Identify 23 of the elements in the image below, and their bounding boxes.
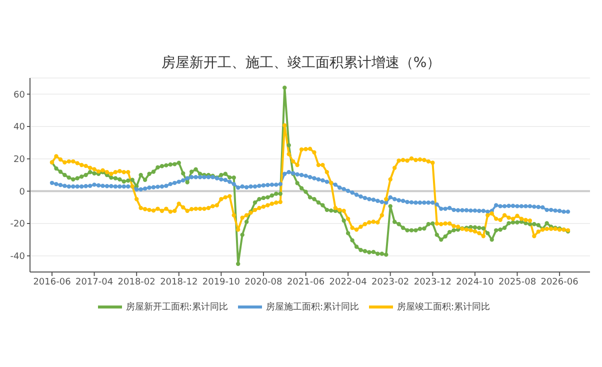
y-tick-label: 60 [14, 90, 26, 100]
x-tick-label: 2019-10 [202, 277, 240, 288]
y-tick-label: -40 [10, 252, 26, 262]
x-tick-label: 2026-06 [540, 277, 579, 288]
legend-label: 房屋新开工面积:累计同比 [126, 302, 228, 312]
y-tick-label: 40 [14, 122, 26, 133]
y-tick-label: 20 [14, 155, 26, 166]
x-tick-label: 2017-04 [75, 277, 114, 288]
y-tick-label: 0 [19, 187, 26, 198]
x-tick-label: 2020-08 [244, 277, 283, 288]
chart-title: 房屋新开工、施工、竣工面积累计增速（%） [160, 54, 442, 72]
y-tick-label: -20 [10, 220, 26, 230]
x-tick-label: 2022-04 [329, 277, 368, 288]
x-tick-label: 2018-12 [160, 277, 198, 288]
x-tick-label: 2016-06 [33, 277, 72, 288]
legend-label: 房屋施工面积:累计同比 [266, 302, 360, 312]
x-tick-label: 2021-06 [286, 277, 325, 288]
x-tick-label: 2024-10 [456, 277, 494, 288]
legend-label: 房屋竣工面积:累计同比 [397, 302, 490, 312]
x-tick-label: 2023-02 [372, 277, 410, 288]
x-tick-label: 2018-02 [118, 277, 156, 288]
x-tick-label: 2025-08 [498, 277, 536, 288]
x-tick-label: 2023-12 [414, 277, 452, 288]
